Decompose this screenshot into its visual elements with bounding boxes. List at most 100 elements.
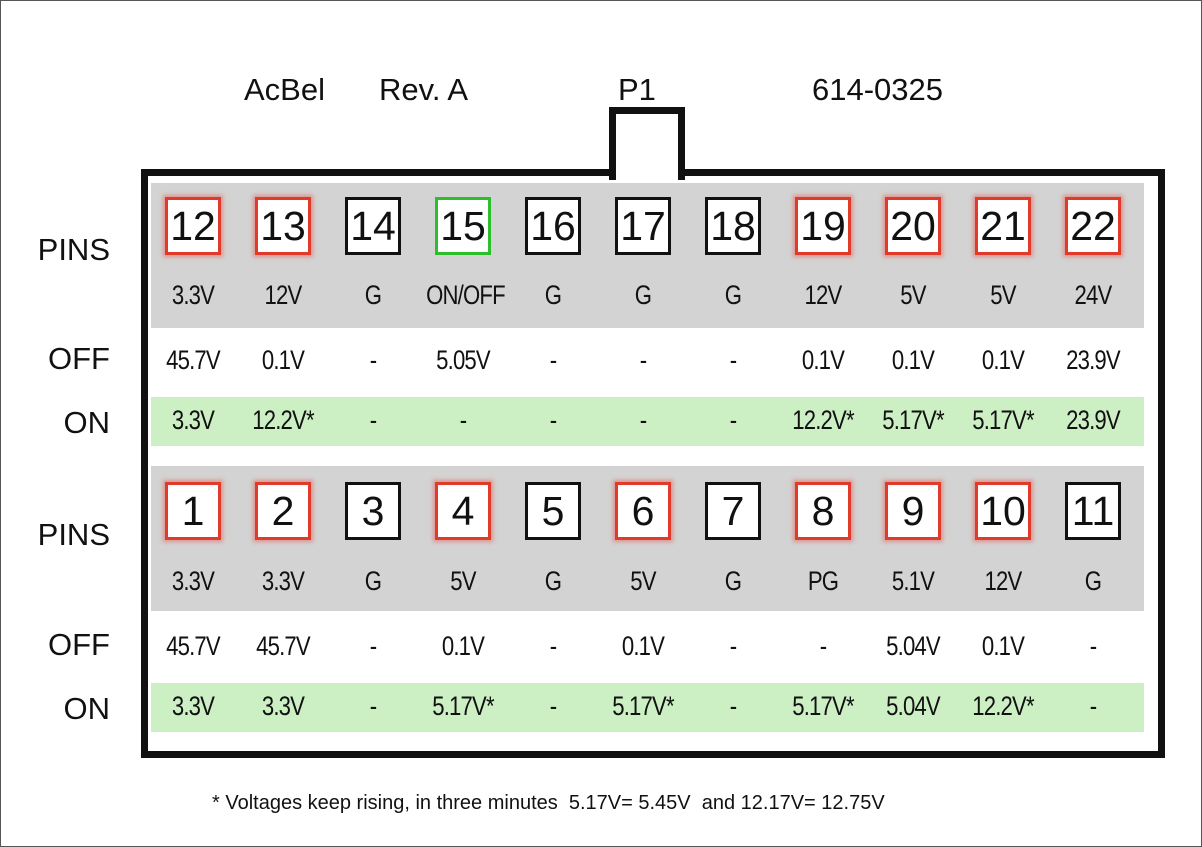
pin-12-off-voltage: 45.7V bbox=[166, 345, 221, 375]
pin-14-box: 14 bbox=[345, 197, 401, 255]
pin-8-off-voltage: - bbox=[819, 631, 827, 661]
pin-22-on-voltage: 23.9V bbox=[1066, 405, 1121, 435]
pin-17-signal: G bbox=[634, 280, 652, 310]
pin-15-box: 15 bbox=[435, 197, 491, 255]
pin-19-box: 19 bbox=[795, 197, 851, 255]
pin-12-box: 12 bbox=[165, 197, 221, 255]
pin-17-on-voltage: - bbox=[639, 405, 647, 435]
part-number-label: 614-0325 bbox=[812, 72, 944, 107]
pin-11-on-voltage: - bbox=[1089, 691, 1097, 721]
pin-20-signal: 5V bbox=[900, 280, 926, 310]
pin-7-box: 7 bbox=[705, 482, 761, 540]
pin-16-off-voltage: - bbox=[549, 345, 557, 375]
pin-19-off-voltage: 0.1V bbox=[801, 345, 845, 375]
pin-6-off-voltage: 0.1V bbox=[621, 631, 665, 661]
brand-label: AcBel bbox=[244, 72, 325, 107]
pin-4-box: 4 bbox=[435, 482, 491, 540]
pin-5-on-voltage: - bbox=[549, 691, 557, 721]
pin-8-signal: PG bbox=[807, 566, 839, 596]
pin-8-box: 8 bbox=[795, 482, 851, 540]
pin-20-box: 20 bbox=[885, 197, 941, 255]
pin-12-on-voltage: 3.3V bbox=[171, 405, 215, 435]
pin-19-on-voltage: 12.2V* bbox=[792, 405, 854, 435]
pin-5-off-voltage: - bbox=[549, 631, 557, 661]
pin-9-on-voltage: 5.04V bbox=[886, 691, 941, 721]
pin-4-on-voltage: 5.17V* bbox=[432, 691, 494, 721]
top-off-label: OFF bbox=[48, 341, 110, 376]
pin-12-signal: 3.3V bbox=[171, 280, 215, 310]
pin-3-off-voltage: - bbox=[369, 631, 377, 661]
pin-14-off-voltage: - bbox=[369, 345, 377, 375]
bottom-pins-label: PINS bbox=[37, 517, 110, 552]
pin-10-box: 10 bbox=[975, 482, 1031, 540]
pin-5-box: 5 bbox=[525, 482, 581, 540]
pin-22-off-voltage: 23.9V bbox=[1066, 345, 1121, 375]
pin-1-on-voltage: 3.3V bbox=[171, 691, 215, 721]
pin-13-on-voltage: 12.2V* bbox=[252, 405, 314, 435]
pin-3-box: 3 bbox=[345, 482, 401, 540]
pin-3-on-voltage: - bbox=[369, 691, 377, 721]
pin-18-signal: G bbox=[724, 280, 742, 310]
pin-15-off-voltage: 5.05V bbox=[436, 345, 491, 375]
footnote: * Voltages keep rising, in three minutes… bbox=[212, 792, 885, 814]
connector-label: P1 bbox=[618, 72, 656, 107]
pin-18-box: 18 bbox=[705, 197, 761, 255]
bottom-off-label: OFF bbox=[48, 627, 110, 662]
pin-20-on-voltage: 5.17V* bbox=[882, 405, 944, 435]
pin-18-on-voltage: - bbox=[729, 405, 737, 435]
pin-22-box: 22 bbox=[1065, 197, 1121, 255]
pin-10-off-voltage: 0.1V bbox=[981, 631, 1025, 661]
pin-3-signal: G bbox=[364, 566, 382, 596]
pin-21-off-voltage: 0.1V bbox=[981, 345, 1025, 375]
pin-10-signal: 12V bbox=[984, 566, 1023, 596]
bottom-on-band bbox=[151, 683, 1144, 732]
pin-22-signal: 24V bbox=[1074, 280, 1113, 310]
pin-7-signal: G bbox=[724, 566, 742, 596]
revision-label: Rev. A bbox=[379, 72, 469, 107]
pin-21-on-voltage: 5.17V* bbox=[972, 405, 1034, 435]
connector-key-tab bbox=[609, 107, 685, 180]
pin-2-on-voltage: 3.3V bbox=[261, 691, 305, 721]
pin-11-signal: G bbox=[1084, 566, 1102, 596]
pin-20-off-voltage: 0.1V bbox=[891, 345, 935, 375]
top-on-label: ON bbox=[63, 405, 111, 440]
top-on-band bbox=[151, 397, 1144, 446]
pin-6-on-voltage: 5.17V* bbox=[612, 691, 674, 721]
pin-8-on-voltage: 5.17V* bbox=[792, 691, 854, 721]
pin-19-signal: 12V bbox=[804, 280, 843, 310]
pin-2-signal: 3.3V bbox=[261, 566, 305, 596]
pin-2-box: 2 bbox=[255, 482, 311, 540]
pin-21-box: 21 bbox=[975, 197, 1031, 255]
pin-15-signal: ON/OFF bbox=[426, 280, 506, 310]
pin-6-box: 6 bbox=[615, 482, 671, 540]
pin-21-signal: 5V bbox=[990, 280, 1016, 310]
pin-1-off-voltage: 45.7V bbox=[166, 631, 221, 661]
pin-2-off-voltage: 45.7V bbox=[256, 631, 311, 661]
pin-4-off-voltage: 0.1V bbox=[441, 631, 485, 661]
pin-13-off-voltage: 0.1V bbox=[261, 345, 305, 375]
pin-15-on-voltage: - bbox=[459, 405, 467, 435]
pin-1-box: 1 bbox=[165, 482, 221, 540]
bottom-on-label: ON bbox=[63, 691, 111, 726]
pin-13-box: 13 bbox=[255, 197, 311, 255]
pin-9-off-voltage: 5.04V bbox=[886, 631, 941, 661]
pin-14-signal: G bbox=[364, 280, 382, 310]
pin-9-box: 9 bbox=[885, 482, 941, 540]
pin-17-off-voltage: - bbox=[639, 345, 647, 375]
pin-5-signal: G bbox=[544, 566, 562, 596]
pin-16-on-voltage: - bbox=[549, 405, 557, 435]
pin-14-on-voltage: - bbox=[369, 405, 377, 435]
pin-16-signal: G bbox=[544, 280, 562, 310]
pin-11-off-voltage: - bbox=[1089, 631, 1097, 661]
top-pins-label: PINS bbox=[37, 232, 110, 267]
pin-4-signal: 5V bbox=[450, 566, 476, 596]
pin-17-box: 17 bbox=[615, 197, 671, 255]
pin-10-on-voltage: 12.2V* bbox=[972, 691, 1034, 721]
pin-13-signal: 12V bbox=[264, 280, 303, 310]
pin-7-off-voltage: - bbox=[729, 631, 737, 661]
pin-6-signal: 5V bbox=[630, 566, 656, 596]
pin-9-signal: 5.1V bbox=[891, 566, 935, 596]
pin-16-box: 16 bbox=[525, 197, 581, 255]
pin-7-on-voltage: - bbox=[729, 691, 737, 721]
pin-11-box: 11 bbox=[1065, 482, 1121, 540]
